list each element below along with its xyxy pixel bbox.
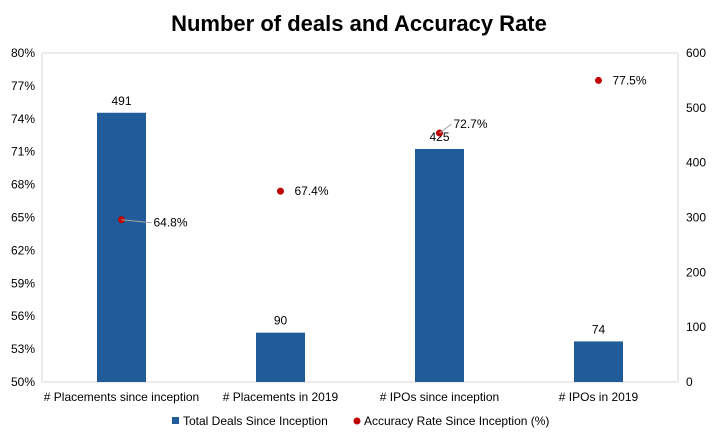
category-label: # IPOs since inception — [380, 390, 499, 404]
accuracy-point — [595, 76, 602, 84]
right-tick-label: 100 — [686, 320, 706, 334]
bar — [97, 112, 146, 382]
bar-value-label: 491 — [111, 94, 131, 108]
left-tick-label: 62% — [11, 243, 35, 257]
bar — [415, 148, 464, 382]
left-tick-label: 53% — [11, 342, 35, 356]
plot-area — [41, 52, 679, 383]
bar-series: 491 90 425 74 — [97, 94, 623, 382]
right-tick-label: 0 — [686, 375, 693, 389]
bar — [574, 341, 623, 382]
category-label: # Placements in 2019 — [223, 390, 339, 404]
right-tick-label: 200 — [686, 265, 706, 279]
bar-value-label: 74 — [592, 322, 606, 336]
left-tick-label: 68% — [11, 178, 35, 192]
left-tick-label: 56% — [11, 309, 35, 323]
left-tick-label: 65% — [11, 211, 35, 225]
leader-line — [121, 219, 152, 224]
scatter-series: 64.8% 67.4% 72.7% 77.5% — [118, 73, 647, 230]
accuracy-value-label: 77.5% — [613, 73, 647, 87]
category-label: # IPOs in 2019 — [559, 390, 639, 404]
accuracy-point — [277, 187, 284, 195]
right-tick-label: 600 — [686, 46, 706, 60]
bar — [256, 332, 305, 382]
left-tick-label: 71% — [11, 145, 35, 159]
right-axis: 0 100 200 300 400 500 600 — [686, 46, 706, 389]
accuracy-value-label: 67.4% — [295, 184, 329, 198]
left-tick-label: 74% — [11, 112, 35, 126]
accuracy-value-label: 64.8% — [154, 216, 188, 230]
legend: Total Deals Since Inception Accuracy Rate… — [172, 414, 549, 428]
legend-swatch-bar — [172, 417, 179, 424]
left-tick-label: 59% — [11, 276, 35, 290]
left-tick-label: 50% — [11, 375, 35, 389]
right-tick-label: 400 — [686, 156, 706, 170]
chart-title: Number of deals and Accuracy Rate — [171, 11, 547, 36]
legend-swatch-point — [353, 417, 361, 425]
right-tick-label: 500 — [686, 101, 706, 115]
legend-label-bar: Total Deals Since Inception — [183, 414, 328, 428]
leader-line — [439, 123, 452, 134]
legend-label-point: Accuracy Rate Since Inception (%) — [364, 414, 549, 428]
bar-value-label: 425 — [429, 130, 449, 144]
left-tick-label: 77% — [11, 79, 35, 93]
right-tick-label: 300 — [686, 211, 706, 225]
left-axis: 50% 53% 56% 59% 62% 65% 68% 71% 74% 77% 80% — [11, 46, 35, 389]
accuracy-value-label: 72.7% — [454, 117, 488, 131]
left-tick-label: 80% — [11, 46, 35, 60]
bar-value-label: 90 — [274, 314, 288, 328]
category-label: # Placements since inception — [44, 390, 199, 404]
category-labels: # Placements since inception # Placements… — [44, 390, 639, 404]
